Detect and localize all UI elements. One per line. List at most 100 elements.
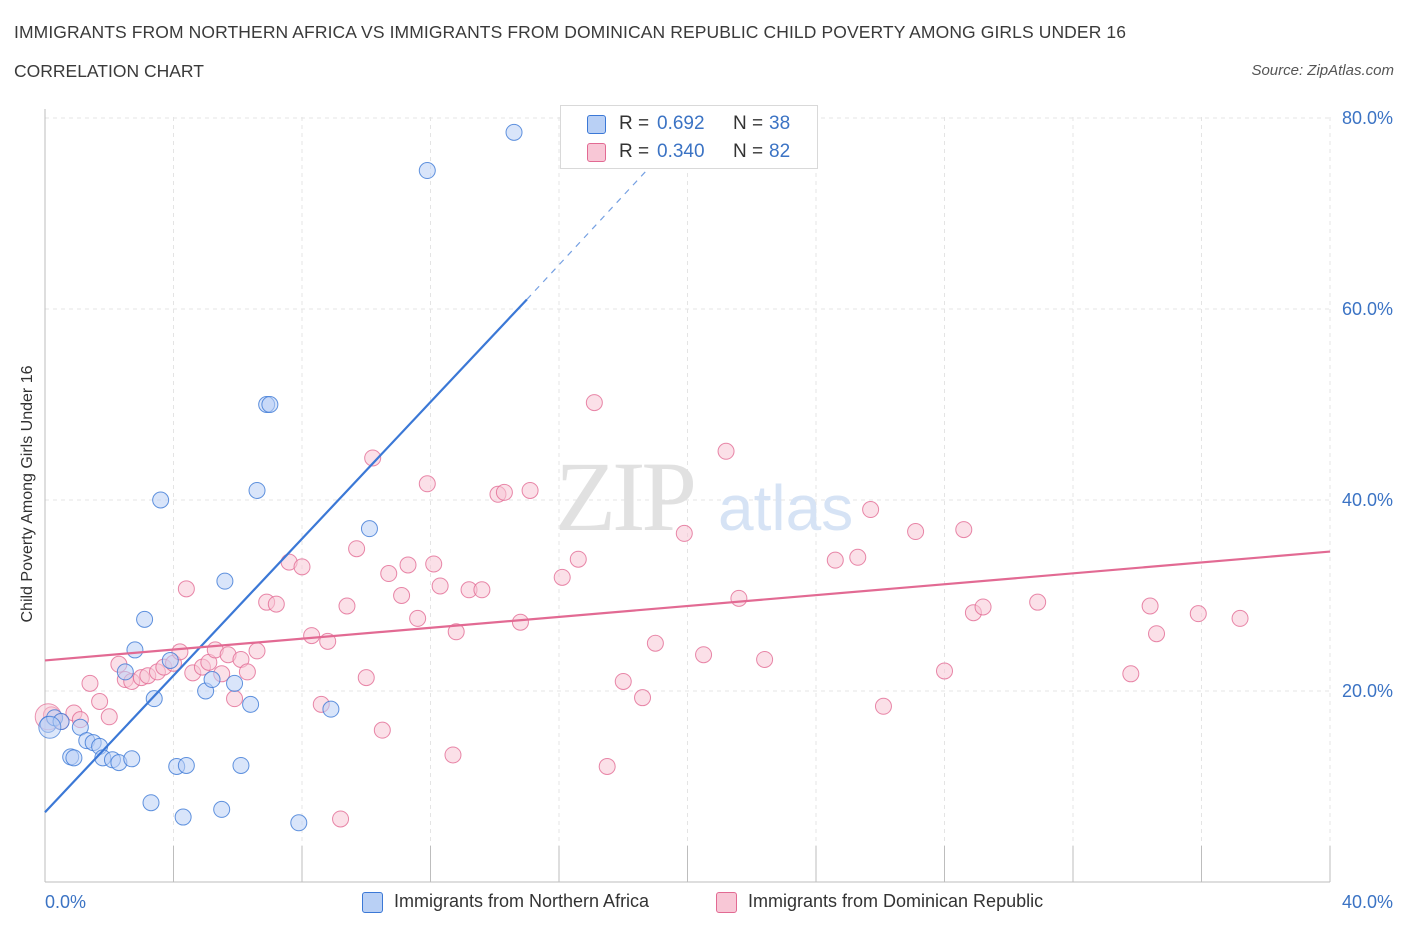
data-point: [338, 597, 356, 615]
correlation-legend: R = 0.692 N = 38 R = 0.340 N = 82: [560, 105, 818, 169]
legend-n-label: N =: [733, 141, 764, 162]
data-point: [399, 556, 417, 574]
data-point: [511, 613, 529, 631]
data-point: [495, 483, 513, 501]
data-point: [1029, 593, 1047, 611]
data-point: [974, 598, 992, 616]
tick-labels: 20.0% 40.0% 60.0% 80.0% 0.0% 40.0%: [45, 108, 1393, 912]
data-point: [849, 548, 867, 566]
data-point: [226, 674, 244, 692]
data-point: [598, 757, 616, 775]
data-point: [505, 123, 523, 141]
watermark-zip: ZIP: [555, 441, 693, 552]
data-point: [174, 808, 192, 826]
legend-r-label: R =: [619, 141, 650, 162]
data-point: [226, 690, 244, 708]
data-point: [81, 674, 99, 692]
legend-swatch-blue: [587, 115, 606, 134]
chart-title: IMMIGRANTS FROM NORTHERN AFRICA VS IMMIG…: [14, 22, 1127, 42]
series-legend: Immigrants from Northern Africa Immigran…: [0, 890, 1406, 916]
data-point: [675, 524, 693, 542]
data-point: [348, 540, 366, 558]
legend-n-label: N =: [733, 113, 764, 134]
data-point: [717, 442, 735, 460]
legend-r-label: R =: [619, 113, 650, 134]
data-point: [100, 708, 118, 726]
trend-lines: [44, 160, 1331, 814]
data-point: [907, 523, 925, 541]
trend-line-northern-africa-extension: [526, 160, 656, 300]
y-axis-label: Child Poverty Among Girls Under 16: [19, 365, 36, 623]
data-point: [756, 650, 774, 668]
data-point: [1189, 605, 1207, 623]
data-point: [293, 558, 311, 576]
legend-label: Immigrants from Northern Africa: [394, 891, 650, 911]
data-point: [695, 646, 713, 664]
legend-swatch-blue: [362, 892, 383, 913]
data-point: [161, 651, 179, 669]
data-point: [418, 475, 436, 493]
axes: [44, 109, 1331, 883]
data-point: [373, 721, 391, 739]
chart-subtitle: CORRELATION CHART: [14, 61, 204, 81]
data-point: [238, 663, 256, 681]
data-point: [447, 623, 465, 641]
data-point: [203, 671, 221, 689]
data-point: [1122, 665, 1140, 683]
legend-label: Immigrants from Dominican Republic: [748, 891, 1044, 911]
y-tick-label: 20.0%: [1342, 681, 1393, 701]
y-tick-label: 80.0%: [1342, 108, 1393, 128]
legend-swatch-pink: [587, 143, 606, 162]
legend-row-dominican: R = 0.340 N = 82: [561, 138, 817, 166]
data-point: [332, 810, 350, 828]
data-point: [360, 520, 378, 538]
data-point: [242, 695, 260, 713]
data-point: [303, 627, 321, 645]
trend-line-dominican: [44, 550, 1331, 662]
data-point: [177, 580, 195, 598]
data-point: [1148, 625, 1166, 643]
data-point: [213, 800, 231, 818]
data-point: [634, 689, 652, 707]
data-point: [232, 756, 250, 774]
data-point: [357, 669, 375, 687]
x-tick-label: 40.0%: [1342, 892, 1393, 912]
data-point: [65, 749, 83, 767]
data-point: [444, 746, 462, 764]
data-point: [261, 396, 279, 413]
data-point: [248, 481, 266, 499]
data-point: [585, 394, 603, 412]
data-point: [614, 672, 632, 690]
watermark-atlas: atlas: [718, 472, 853, 544]
data-point: [216, 572, 234, 590]
data-point: [152, 491, 170, 509]
data-point: [380, 565, 398, 583]
data-point: [425, 555, 443, 573]
data-point: [826, 551, 844, 569]
data-point: [521, 481, 539, 499]
data-point: [862, 501, 880, 519]
series-dominican-points: [34, 394, 1249, 828]
data-point: [116, 663, 134, 681]
data-point: [91, 693, 109, 711]
data-point: [409, 609, 427, 627]
data-point: [569, 550, 587, 568]
legend-r-value: 0.340: [657, 141, 705, 162]
data-point: [473, 581, 491, 599]
data-point: [936, 662, 953, 680]
data-point: [142, 794, 160, 812]
data-point: [322, 700, 340, 718]
legend-n-value: 82: [769, 141, 791, 162]
y-tick-label: 60.0%: [1342, 299, 1393, 319]
data-point: [136, 610, 154, 628]
data-point: [145, 690, 163, 708]
data-point: [290, 814, 308, 832]
data-point: [955, 521, 973, 539]
data-point: [393, 587, 411, 604]
legend-n-value: 38: [769, 113, 791, 134]
x-tick-label: 0.0%: [45, 892, 86, 912]
legend-r-value: 0.692: [657, 113, 705, 134]
data-point: [418, 162, 436, 180]
legend-row-northern-africa: R = 0.692 N = 38: [561, 110, 817, 138]
